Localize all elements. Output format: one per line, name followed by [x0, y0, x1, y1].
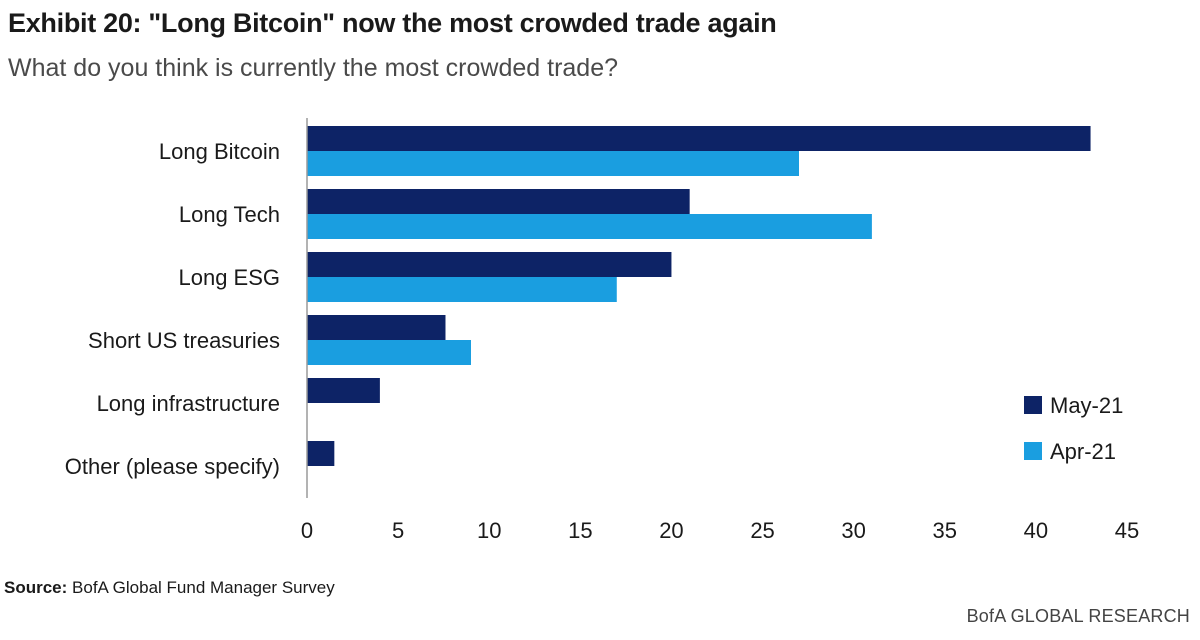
bar-apr-21-short-us-treasuries [307, 340, 471, 365]
source-note: Source: BofA Global Fund Manager Survey [4, 578, 335, 598]
bar-may-21-long-infrastructure [307, 378, 380, 403]
bar-may-21-long-esg [307, 252, 672, 277]
bar-apr-21-long-bitcoin [307, 151, 799, 176]
x-tick-label: 0 [301, 518, 313, 543]
legend-label-apr-21: Apr-21 [1050, 439, 1116, 464]
x-tick-label: 25 [750, 518, 774, 543]
bar-may-21-long-bitcoin [307, 126, 1091, 151]
legend-swatch-may-21 [1024, 396, 1042, 414]
x-tick-label: 35 [933, 518, 957, 543]
x-tick-label: 40 [1024, 518, 1048, 543]
legend-label-may-21: May-21 [1050, 393, 1123, 418]
x-tick-label: 30 [841, 518, 865, 543]
category-label: Short US treasuries [88, 328, 280, 353]
chart-title: Exhibit 20: "Long Bitcoin" now the most … [8, 8, 777, 38]
bars-group [307, 126, 1091, 466]
bar-apr-21-long-esg [307, 277, 617, 302]
bar-may-21-long-tech [307, 189, 690, 214]
chart-subtitle: What do you think is currently the most … [8, 54, 619, 82]
bar-may-21-other-please-specify [307, 441, 335, 466]
x-tick-label: 15 [568, 518, 592, 543]
bar-apr-21-long-tech [307, 214, 872, 239]
brand-footer: BofA GLOBAL RESEARCH [966, 606, 1190, 626]
category-label: Long ESG [178, 265, 280, 290]
x-tick-label: 20 [659, 518, 683, 543]
category-label: Long Tech [179, 202, 280, 227]
category-label: Other (please specify) [65, 454, 280, 479]
x-tick-labels: 0 5 10 15 20 25 30 35 40 45 [301, 518, 1139, 543]
legend-swatch-apr-21 [1024, 442, 1042, 460]
bar-may-21-short-us-treasuries [307, 315, 446, 340]
legend: May-21 Apr-21 [1024, 393, 1123, 464]
source-label: Source: [4, 578, 68, 597]
source-text: BofA Global Fund Manager Survey [67, 578, 335, 597]
category-label: Long Bitcoin [159, 139, 280, 164]
category-label: Long infrastructure [97, 391, 280, 416]
x-tick-label: 5 [392, 518, 404, 543]
category-labels: Long Bitcoin Long Tech Long ESG Short US tr… [65, 139, 280, 479]
x-tick-label: 10 [477, 518, 501, 543]
x-tick-label: 45 [1115, 518, 1139, 543]
